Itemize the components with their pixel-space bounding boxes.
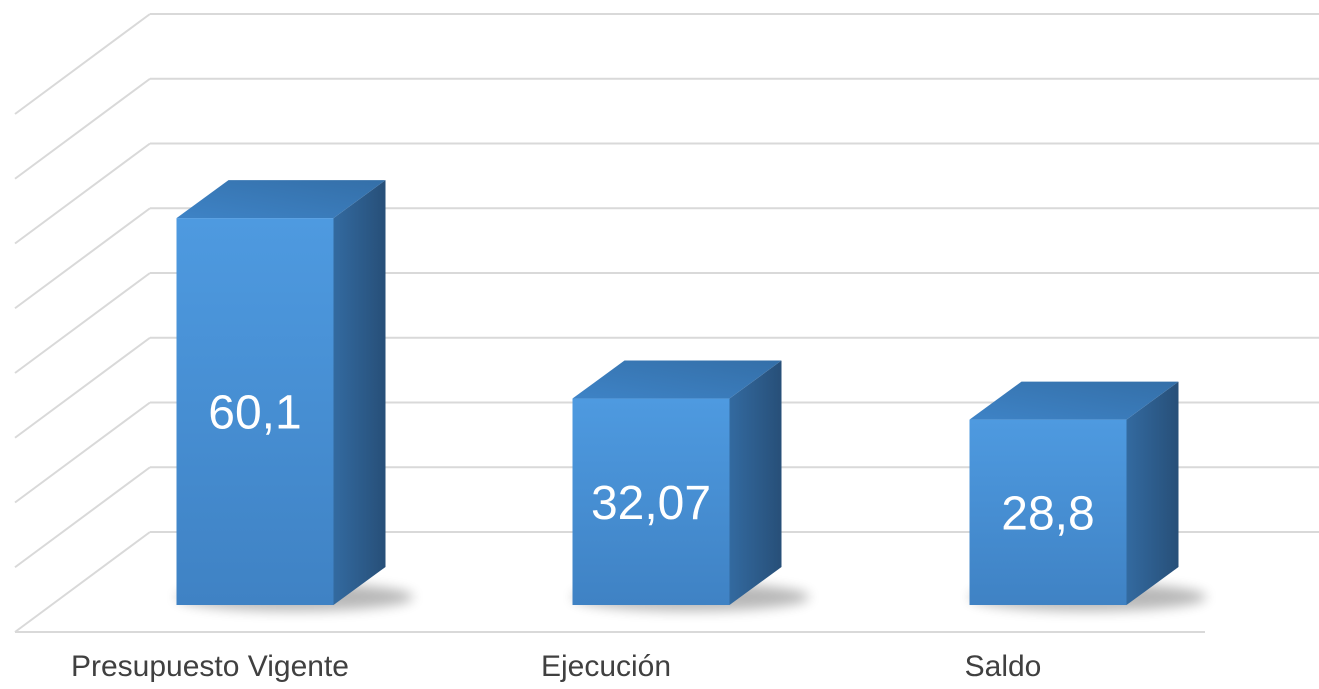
data-label: 28,8 bbox=[1001, 487, 1094, 540]
gridline-diagonal bbox=[15, 79, 150, 179]
data-label: 60,1 bbox=[208, 387, 301, 440]
bar-side bbox=[730, 361, 782, 605]
gridline-diagonal bbox=[15, 403, 150, 503]
bar-side bbox=[334, 180, 386, 605]
gridline-diagonal bbox=[15, 14, 150, 114]
bars bbox=[177, 180, 1179, 605]
gridline-diagonal bbox=[15, 467, 150, 567]
data-label: 32,07 bbox=[591, 477, 711, 530]
category-axis: Presupuesto Vigente Ejecución Saldo bbox=[71, 650, 1041, 683]
category-label: Presupuesto Vigente bbox=[71, 650, 349, 683]
gridline-diagonal bbox=[15, 144, 150, 244]
bar-side bbox=[1127, 382, 1179, 605]
gridline-diagonal bbox=[15, 532, 150, 632]
gridline-diagonal bbox=[15, 208, 150, 308]
category-label: Ejecución bbox=[541, 650, 671, 683]
gridline-diagonal bbox=[15, 338, 150, 438]
category-label: Saldo bbox=[965, 650, 1042, 683]
gridline-diagonal bbox=[15, 273, 150, 373]
